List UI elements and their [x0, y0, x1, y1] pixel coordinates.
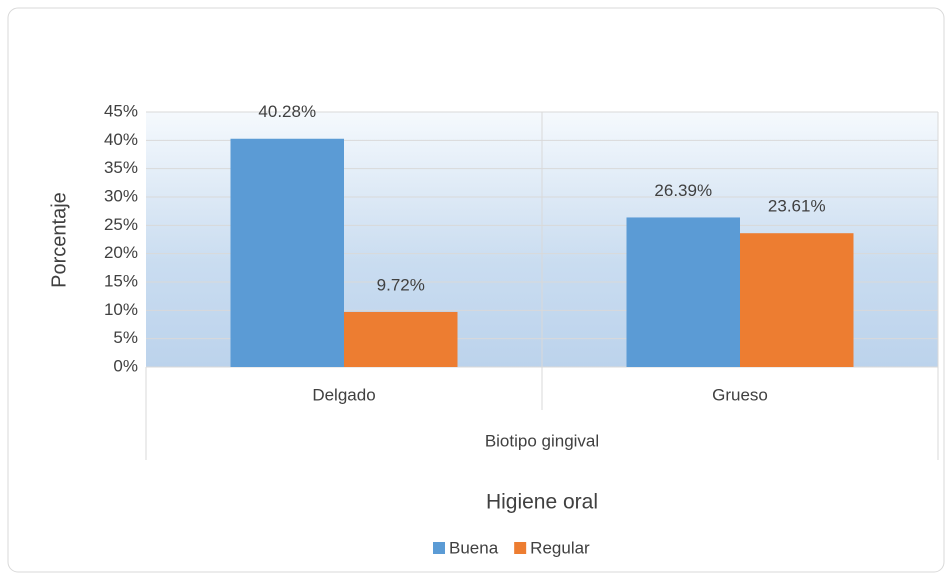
y-axis-title: Porcentaje — [48, 192, 70, 288]
y-tick-label: 5% — [113, 328, 138, 347]
legend-swatch — [514, 542, 527, 554]
y-tick-label: 15% — [104, 271, 138, 290]
data-label: 9.72% — [377, 275, 425, 294]
bar — [230, 138, 344, 367]
y-tick-label: 20% — [104, 243, 138, 262]
bar — [626, 217, 740, 367]
data-label: 40.28% — [258, 102, 316, 121]
y-tick-label: 35% — [104, 158, 138, 177]
x-tick-label: Grueso — [712, 385, 768, 404]
x-tick-label: Delgado — [312, 385, 375, 404]
bar — [344, 311, 458, 367]
data-label: 26.39% — [654, 181, 712, 200]
legend-label: Buena — [449, 538, 499, 557]
y-tick-label: 40% — [104, 130, 138, 149]
y-tick-label: 0% — [113, 356, 138, 375]
y-tick-label: 10% — [104, 300, 138, 319]
y-tick-label: 45% — [104, 101, 138, 120]
legend-label: Regular — [530, 538, 590, 557]
bar — [740, 233, 854, 367]
legend-swatch — [433, 542, 445, 554]
data-label: 23.61% — [768, 197, 826, 216]
category-group-label: Biotipo gingival — [485, 431, 599, 450]
y-tick-label: 30% — [104, 186, 138, 205]
x-axis-title: Higiene oral — [486, 491, 598, 514]
y-tick-label: 25% — [104, 215, 138, 234]
